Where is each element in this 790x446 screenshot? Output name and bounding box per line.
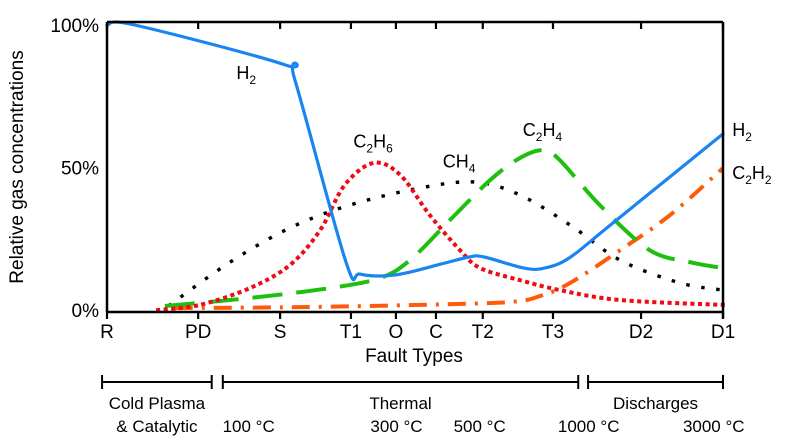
series-line-ch4	[167, 180, 725, 308]
y-tick-label-100: 100%	[50, 16, 99, 37]
y-tick-label-50: 50%	[61, 159, 99, 180]
x-tick-label-o: O	[389, 322, 404, 343]
category-label: Cold Plasma	[109, 394, 206, 413]
y-tick-label-0: 0%	[72, 301, 100, 322]
temperature-label-300-c: 300 °C	[370, 417, 422, 436]
category-discharges: Discharges	[587, 375, 724, 413]
curve-label-h2-0: H2	[236, 63, 256, 87]
temperature-label-100-c: 100 °C	[223, 417, 275, 436]
category-label: Discharges	[613, 394, 698, 413]
category-thermal: Thermal	[221, 375, 580, 413]
temperature-label-500-c: 500 °C	[454, 417, 506, 436]
category-label: Thermal	[369, 394, 431, 413]
x-axis-title: Fault Types	[365, 346, 463, 367]
temperature-label-3000-c: 3000 °C	[683, 417, 745, 436]
y-axis-title: Relative gas concentrations	[7, 50, 28, 283]
x-tick-label-d2: D2	[629, 322, 653, 343]
curve-label-c2h4-3: C2H4	[523, 120, 563, 144]
series-layer	[105, 20, 726, 313]
x-tick-label-t1: T1	[340, 322, 362, 343]
labels-layer: H2 C2H6 CH4 C2H4 H2 C2H2	[236, 63, 772, 187]
category-label-line2: & Catalytic	[116, 417, 198, 436]
series-line-c2h4	[164, 148, 724, 308]
x-tick-label-r: R	[100, 322, 114, 343]
x-tick-label-c: C	[429, 322, 443, 343]
curve-label-c2h6-1: C2H6	[353, 132, 393, 156]
temperature-label-1000-c: 1000 °C	[558, 417, 620, 436]
x-tick-label-pd: PD	[185, 322, 211, 343]
categories-layer: Cold Plasma & Catalytic Thermal Discharges 1…	[101, 375, 745, 436]
x-tick-label-t2: T2	[472, 322, 494, 343]
curve-label-h2-4: H2	[732, 120, 752, 144]
x-tick-label-t3: T3	[542, 322, 564, 343]
category-cold-plasma-catalytic: Cold Plasma & Catalytic	[101, 375, 213, 436]
curve-label-c2h2-5: C2H2	[732, 163, 772, 187]
series-line-h2	[105, 20, 725, 282]
series-line-c2h2	[174, 166, 725, 310]
x-tick-label-s: S	[274, 322, 287, 343]
curve-label-ch4-2: CH4	[443, 152, 476, 176]
axes-layer: R PD S T1 O C T2 T3 D2 D1 0% 50% 100%	[50, 16, 735, 343]
x-tick-label-d1: D1	[711, 322, 735, 343]
